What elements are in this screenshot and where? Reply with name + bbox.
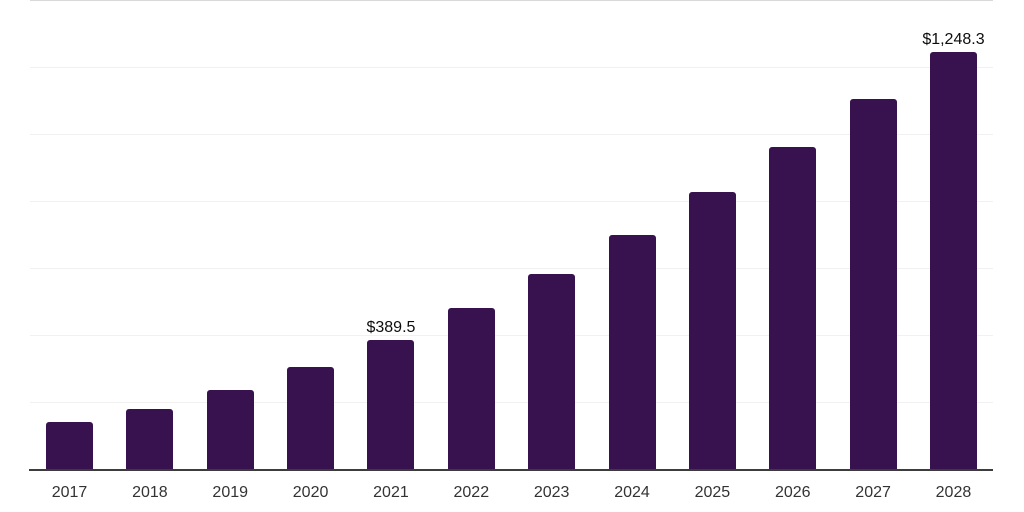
x-tick-label-2027: 2027 <box>855 484 891 501</box>
bar-value-label-2028: $1,248.3 <box>922 31 985 49</box>
bar-slot-2023: 2023 <box>528 1 576 501</box>
bar-2028 <box>929 51 977 470</box>
gridline <box>30 402 993 403</box>
bar-2018 <box>126 409 174 470</box>
bar-2024 <box>608 234 656 470</box>
bar-slot-2024: 2024 <box>608 1 656 501</box>
gridline <box>30 67 993 68</box>
plot-area: 2017 2018 2019 2020 $389.5 2021 2022 2023 2024 20… <box>29 0 993 501</box>
bar-2027 <box>849 99 897 470</box>
gridline <box>30 268 993 269</box>
gridline <box>30 201 993 202</box>
x-tick-label-2018: 2018 <box>132 484 168 501</box>
x-tick-label-2021: 2021 <box>373 484 409 501</box>
bar-slot-2022: 2022 <box>447 1 495 501</box>
x-tick-label-2026: 2026 <box>774 484 811 501</box>
bar-slot-2019: 2019 <box>206 1 254 501</box>
bar-slot-2025: 2025 <box>688 1 736 501</box>
bar-slot-2020: 2020 <box>287 1 335 501</box>
bar-slot-2028: $1,248.3 2028 <box>922 1 984 501</box>
bar-2020 <box>287 366 335 470</box>
bar-row: 2017 2018 2019 2020 $389.5 2021 2022 2023 2024 20… <box>30 1 993 501</box>
x-tick-label-2022: 2022 <box>453 484 490 501</box>
bar-slot-2027: 2027 <box>849 1 897 501</box>
x-tick-label-2028: 2028 <box>935 484 972 501</box>
bar-value-label-2021: $389.5 <box>366 319 416 337</box>
bar-2023 <box>528 274 576 470</box>
bar-slot-2017: 2017 <box>46 1 93 501</box>
bar-2025 <box>688 192 736 470</box>
x-tick-label-2017: 2017 <box>51 484 88 501</box>
x-tick-label-2023: 2023 <box>533 484 570 501</box>
gridline <box>30 0 993 1</box>
x-tick-label-2024: 2024 <box>614 484 650 501</box>
bar-2022 <box>447 308 495 470</box>
x-tick-label-2020: 2020 <box>292 484 329 501</box>
bar-2019 <box>206 389 254 470</box>
bar-slot-2021: $389.5 2021 <box>366 1 416 501</box>
bar-2026 <box>769 147 817 470</box>
x-tick-label-2025: 2025 <box>694 484 731 501</box>
bar-2017 <box>46 421 93 470</box>
bar-slot-2026: 2026 <box>769 1 817 501</box>
x-tick-label-2019: 2019 <box>212 484 249 501</box>
bar-2021 <box>367 339 415 470</box>
bar-slot-2018: 2018 <box>126 1 174 501</box>
gridline <box>30 134 993 135</box>
x-axis-line <box>29 469 993 471</box>
gridline <box>30 335 993 336</box>
